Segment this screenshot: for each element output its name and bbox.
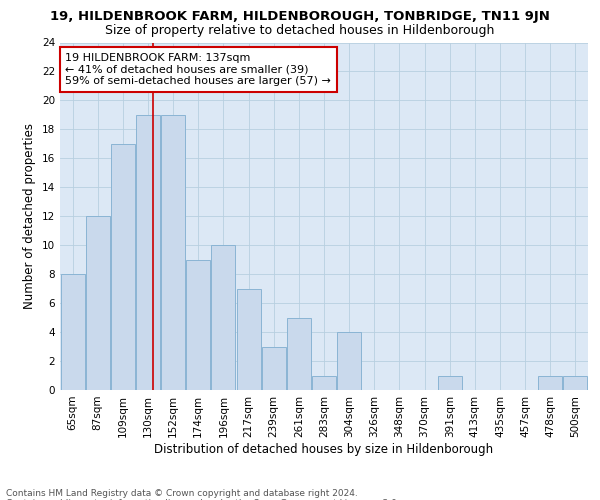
Text: Contains HM Land Registry data © Crown copyright and database right 2024.: Contains HM Land Registry data © Crown c… xyxy=(6,488,358,498)
Bar xyxy=(161,115,185,390)
Text: Size of property relative to detached houses in Hildenborough: Size of property relative to detached ho… xyxy=(106,24,494,37)
Bar xyxy=(337,332,361,390)
Y-axis label: Number of detached properties: Number of detached properties xyxy=(23,123,37,309)
Bar xyxy=(438,376,461,390)
Bar xyxy=(262,346,286,390)
Bar xyxy=(287,318,311,390)
Bar xyxy=(538,376,562,390)
Bar xyxy=(236,288,260,390)
Bar xyxy=(211,245,235,390)
Text: Contains public sector information licensed under the Open Government Licence v3: Contains public sector information licen… xyxy=(6,498,400,500)
Text: 19 HILDENBROOK FARM: 137sqm
← 41% of detached houses are smaller (39)
59% of sem: 19 HILDENBROOK FARM: 137sqm ← 41% of det… xyxy=(65,53,331,86)
Bar xyxy=(61,274,85,390)
Text: 19, HILDENBROOK FARM, HILDENBOROUGH, TONBRIDGE, TN11 9JN: 19, HILDENBROOK FARM, HILDENBOROUGH, TON… xyxy=(50,10,550,23)
Bar xyxy=(136,115,160,390)
Bar xyxy=(563,376,587,390)
Bar xyxy=(86,216,110,390)
Bar xyxy=(111,144,135,390)
X-axis label: Distribution of detached houses by size in Hildenborough: Distribution of detached houses by size … xyxy=(154,442,494,456)
Bar xyxy=(312,376,336,390)
Bar xyxy=(187,260,210,390)
